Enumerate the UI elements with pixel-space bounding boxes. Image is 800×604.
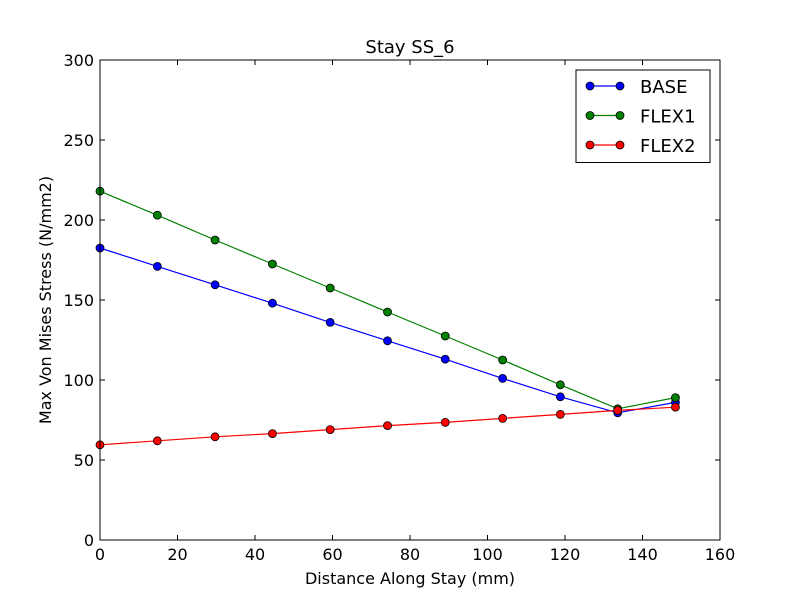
data-point-flex1 [671,393,680,403]
data-point-flex2 [210,432,220,442]
legend-marker-flex2 [585,140,595,150]
legend-label-flex2: FLEX2 [640,136,696,157]
data-point-flex1 [498,355,508,365]
y-tick-label: 300 [63,51,94,70]
legend-marker-flex1 [615,111,625,120]
legend: BASE FLEX1 FLEX2 [575,69,711,163]
data-point-base [210,280,220,290]
legend-marker-flex1 [585,111,595,120]
x-tick-label: 40 [245,545,265,564]
data-point-base [555,392,565,402]
data-point-flex1 [210,235,220,245]
y-tick-label: 200 [63,211,94,230]
legend-label-flex1: FLEX1 [640,107,696,128]
data-point-flex2 [152,436,162,446]
y-tick-label: 150 [63,291,94,310]
data-point-flex2 [268,429,277,439]
y-tick-label: 250 [63,131,94,150]
data-point-flex1 [383,307,392,317]
y-tick-label: 100 [63,371,94,390]
legend-label-base: BASE [640,77,687,98]
chart-title: Stay SS_6 [365,37,454,58]
axes: 0 20 40 60 80 100 120 140 160 0 50 100 150 200 250 300 [63,51,735,564]
legend-marker-base [585,81,595,91]
data-point-flex1 [555,380,565,390]
data-point-flex1 [152,210,162,220]
x-tick-label: 80 [400,545,420,564]
x-axis-label: Distance Along Stay (mm) [305,569,515,588]
data-point-base [268,298,277,308]
y-axis-label: Max Von Mises Stress (N/mm2) [36,176,55,424]
y-tick-label: 50 [74,451,94,470]
series-line-base [99,247,676,414]
x-tick-label: 0 [95,545,105,564]
data-point-flex2 [613,405,623,415]
x-tick-label: 120 [550,545,581,564]
data-point-flex2 [325,425,335,435]
data-point-flex1 [440,331,450,341]
x-tick-label: 20 [167,545,187,564]
data-point-base [498,373,508,383]
data-point-flex1 [268,259,277,269]
series-line-flex1 [99,190,676,410]
data-point-base [325,317,335,327]
data-point-base [383,336,392,346]
data-point-flex2 [671,402,680,412]
x-tick-label: 140 [627,545,658,564]
data-point-flex2 [440,417,450,427]
y-tick-label: 0 [84,531,94,550]
data-point-base [152,261,162,271]
x-tick-label: 60 [322,545,342,564]
legend-marker-flex2 [615,140,625,150]
x-tick-label: 160 [705,545,736,564]
legend-marker-base [615,81,625,91]
data-point-flex1 [325,283,335,293]
data-point-flex2 [498,413,508,423]
data-point-flex2 [555,409,565,419]
x-tick-label: 100 [472,545,503,564]
data-point-base [440,354,450,364]
plot-area [95,186,680,450]
data-point-flex2 [383,421,392,431]
